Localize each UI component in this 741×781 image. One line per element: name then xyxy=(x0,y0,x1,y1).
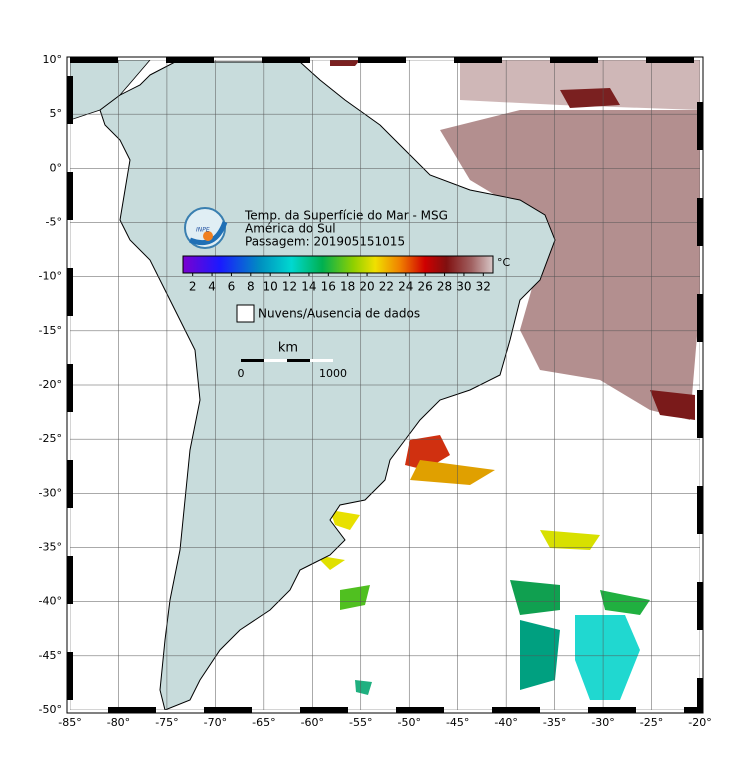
scale-bar-segment xyxy=(264,359,287,362)
frame xyxy=(66,56,704,714)
cloud-swatch xyxy=(236,304,255,323)
frame-bands xyxy=(67,57,703,713)
cloud-label: Nuvens/Ausencia de dados xyxy=(258,307,420,321)
lat-label: -10° xyxy=(39,270,62,283)
colorbar-tick-label: 22 xyxy=(379,280,394,294)
colorbar-tick-label: 2 xyxy=(189,280,197,294)
colorbar-tick-label: 20 xyxy=(359,280,374,294)
colorbar-tick-label: 24 xyxy=(398,280,413,294)
colorbar-tick-label: 18 xyxy=(340,280,355,294)
colorbar-tick-label: 12 xyxy=(282,280,297,294)
lon-label: -50° xyxy=(397,716,420,729)
logo-sun xyxy=(203,231,213,241)
colorbar-tick-label: 10 xyxy=(263,280,278,294)
colorbar-tick-label: 32 xyxy=(476,280,491,294)
logo-arrow xyxy=(189,221,228,246)
legend-title: Temp. da Superfície do Mar - MSG xyxy=(244,209,448,223)
lon-label: -35° xyxy=(543,716,566,729)
lat-label: -20° xyxy=(39,378,62,391)
lon-label: -80° xyxy=(107,716,130,729)
lat-label: -30° xyxy=(39,486,62,499)
colorbar-tick-label: 4 xyxy=(208,280,216,294)
colorbar xyxy=(182,255,494,274)
lat-label: -50° xyxy=(39,703,62,716)
lat-label: -25° xyxy=(39,432,62,445)
colorbar-tick-label: 26 xyxy=(418,280,433,294)
lon-label: -85° xyxy=(58,716,81,729)
legend-region: América do Sul xyxy=(245,222,336,236)
colorbar-tick-label: 6 xyxy=(228,280,236,294)
central-america xyxy=(70,60,151,121)
sst-patches xyxy=(315,60,700,700)
lon-label: -60° xyxy=(301,716,324,729)
lon-label: -65° xyxy=(252,716,275,729)
lon-label: -40° xyxy=(494,716,517,729)
logo-text: INPE xyxy=(196,227,210,234)
colorbar-tick-label: 28 xyxy=(437,280,452,294)
scale-start: 0 xyxy=(238,367,245,380)
lat-label: -35° xyxy=(39,541,62,554)
scale-bar-segment xyxy=(310,359,333,362)
lon-label: -45° xyxy=(446,716,469,729)
lon-label: -55° xyxy=(349,716,372,729)
map-area xyxy=(70,60,700,710)
colorbar-tick-label: 8 xyxy=(247,280,255,294)
lon-label: -70° xyxy=(204,716,227,729)
lat-label: 10° xyxy=(43,53,63,66)
lat-label: -15° xyxy=(39,324,62,337)
graticule xyxy=(70,60,700,710)
lon-label: -75° xyxy=(155,716,178,729)
lon-label: -20° xyxy=(688,716,711,729)
lon-label: -30° xyxy=(591,716,614,729)
lat-label: -45° xyxy=(39,649,62,662)
colorbar-ticks: 2 4 6 8 10 12 14 16 18 20 22 24 26 28 30 32 xyxy=(189,273,491,294)
scale-unit: km xyxy=(278,341,298,356)
legend: INPE Temp. da Superfície do Mar - MSG Am… xyxy=(182,207,511,380)
colorbar-tick-label: 16 xyxy=(321,280,336,294)
colorbar-tick-label: 30 xyxy=(456,280,471,294)
lat-label: 0° xyxy=(50,161,63,174)
legend-pass: Passagem: 201905151015 xyxy=(245,235,405,249)
colorbar-tick-label: 14 xyxy=(301,280,316,294)
lon-label: -25° xyxy=(640,716,663,729)
scale-end: 1000 xyxy=(319,367,347,380)
lat-label: 5° xyxy=(50,107,63,120)
lat-label: -5° xyxy=(46,216,62,229)
colorbar-unit: °C xyxy=(497,256,511,269)
lat-label: -40° xyxy=(39,595,62,608)
